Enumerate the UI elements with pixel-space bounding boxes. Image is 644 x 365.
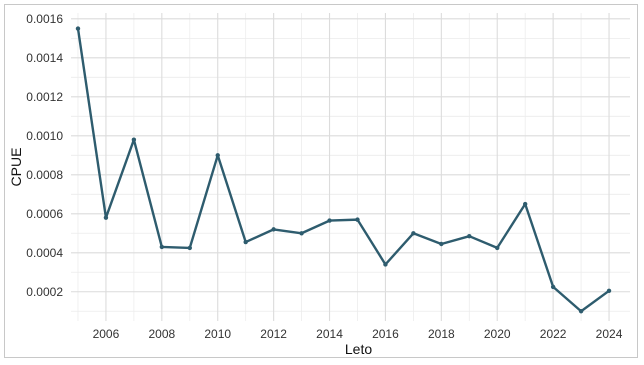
y-axis-title: CPUE bbox=[8, 148, 24, 187]
cpue-line-chart: 0.0002 0.0004 0.0006 0.0008 0.0010 0.0012 0.00… bbox=[8, 12, 630, 357]
x-tick-label: 2018 bbox=[428, 327, 455, 341]
y-tick-label: 0.0016 bbox=[26, 12, 63, 26]
x-tick-label: 2008 bbox=[148, 327, 175, 341]
x-tick-label: 2022 bbox=[540, 327, 567, 341]
data-point-2009 bbox=[187, 245, 192, 251]
data-point-2014 bbox=[327, 218, 332, 223]
data-point-2018 bbox=[439, 241, 444, 247]
data-point-2022 bbox=[550, 284, 556, 290]
data-point-2016 bbox=[383, 262, 388, 267]
x-axis-tick-labels: 2006 2008 2010 2012 2014 2016 2018 2020 2022 2024 bbox=[93, 327, 623, 341]
data-point-2020 bbox=[495, 245, 500, 251]
data-point-2024 bbox=[606, 288, 612, 293]
data-point-2023 bbox=[578, 309, 584, 314]
data-point-2012 bbox=[271, 227, 276, 232]
series-group bbox=[75, 26, 612, 314]
x-axis-title: Leto bbox=[345, 341, 372, 357]
x-tick-label: 2006 bbox=[93, 327, 120, 341]
data-point-2010 bbox=[215, 153, 220, 158]
y-tick-label: 0.0010 bbox=[26, 129, 63, 143]
x-tick-label: 2010 bbox=[204, 327, 231, 341]
data-point-2007 bbox=[131, 137, 137, 142]
y-tick-label: 0.0002 bbox=[26, 285, 63, 299]
data-point-2006 bbox=[103, 215, 109, 220]
y-tick-label: 0.0012 bbox=[26, 90, 63, 104]
data-point-2019 bbox=[467, 234, 472, 239]
data-point-2017 bbox=[411, 231, 416, 236]
x-tick-label: 2014 bbox=[316, 327, 343, 341]
x-tick-label: 2024 bbox=[596, 327, 623, 341]
y-tick-label: 0.0006 bbox=[26, 207, 63, 221]
chart-frame: 0.0002 0.0004 0.0006 0.0008 0.0010 0.0012 0.00… bbox=[4, 4, 638, 358]
data-point-2005 bbox=[75, 26, 81, 31]
y-tick-label: 0.0014 bbox=[26, 51, 63, 65]
grid-lines bbox=[71, 13, 630, 321]
data-point-2008 bbox=[159, 244, 165, 250]
data-point-2021 bbox=[522, 201, 528, 207]
data-point-2011 bbox=[243, 239, 248, 245]
x-tick-label: 2012 bbox=[260, 327, 287, 341]
series-line bbox=[76, 28, 610, 313]
x-tick-label: 2016 bbox=[372, 327, 399, 341]
y-tick-label: 0.0004 bbox=[26, 246, 63, 260]
y-axis-tick-labels: 0.0002 0.0004 0.0006 0.0008 0.0010 0.0012 0.00… bbox=[26, 12, 63, 299]
data-point-2015 bbox=[355, 217, 360, 222]
x-tick-label: 2020 bbox=[484, 327, 511, 341]
data-point-2013 bbox=[299, 231, 304, 236]
y-tick-label: 0.0008 bbox=[26, 168, 63, 182]
